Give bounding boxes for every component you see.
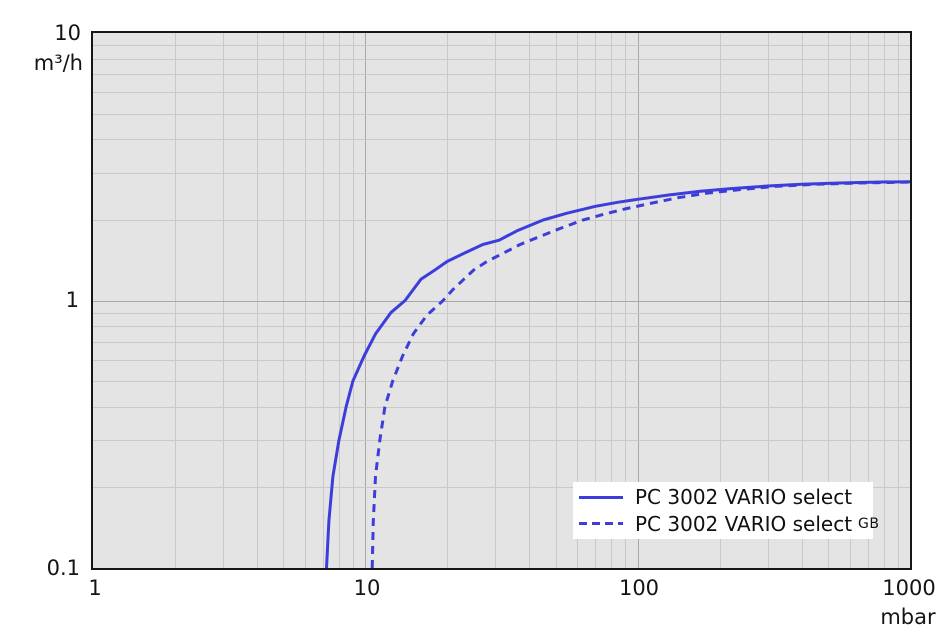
x-tick-10: 10 — [353, 576, 381, 600]
x-axis-unit-label: mbar — [880, 605, 936, 629]
x-tick-1000: 1000 — [882, 576, 936, 600]
legend-label: PC 3002 VARIO select — [635, 485, 853, 510]
legend-label-suffix: GB — [858, 515, 880, 532]
dashed-line-icon — [579, 522, 623, 526]
y-axis-unit-label: m³/h — [33, 51, 83, 75]
legend-item-dashed: PC 3002 VARIO select GB — [579, 511, 879, 537]
y-tick-1: 1 — [65, 288, 79, 312]
y-tick-10: 10 — [54, 21, 81, 45]
plot-area — [91, 31, 912, 570]
plot-canvas — [93, 33, 910, 568]
legend-item-solid: PC 3002 VARIO select — [579, 484, 873, 510]
y-tick-0.1: 0.1 — [46, 556, 80, 580]
solid-line-icon — [579, 495, 623, 499]
legend-label: PC 3002 VARIO select — [635, 511, 853, 536]
x-tick-100: 100 — [618, 576, 660, 600]
legend: PC 3002 VARIO select PC 3002 VARIO selec… — [573, 482, 879, 539]
x-tick-1: 1 — [88, 576, 102, 600]
